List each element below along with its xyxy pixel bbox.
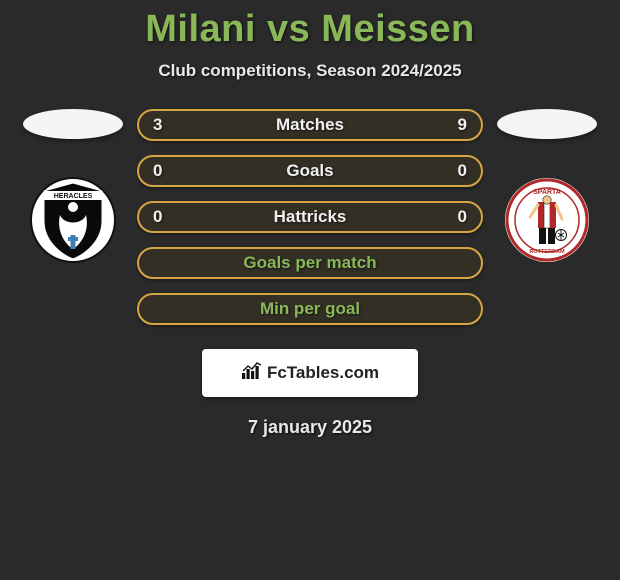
stat-row: 3Matches9: [137, 109, 483, 141]
right-team-column: SPARTA ROTTERDAM: [495, 109, 599, 263]
stat-label: Goals: [181, 161, 439, 181]
stat-right-value: 0: [439, 207, 467, 227]
stat-label: Min per goal: [260, 299, 360, 319]
stat-left-value: 0: [153, 161, 181, 181]
main-row: HERACLES 3Matches90Goals00Hattricks0Goal…: [0, 109, 620, 325]
svg-text:ROTTERDAM: ROTTERDAM: [529, 249, 565, 255]
stat-row: Goals per match: [137, 247, 483, 279]
stat-row: 0Hattricks0: [137, 201, 483, 233]
stat-left-value: 0: [153, 207, 181, 227]
stat-right-value: 0: [439, 161, 467, 181]
stat-right-value: 9: [439, 115, 467, 135]
date-label: 7 january 2025: [0, 417, 620, 438]
stat-label: Goals per match: [243, 253, 376, 273]
stat-row: 0Goals0: [137, 155, 483, 187]
left-player-photo-placeholder: [23, 109, 123, 139]
stat-left-value: 3: [153, 115, 181, 135]
stat-label: Matches: [181, 115, 439, 135]
svg-text:SPARTA: SPARTA: [533, 189, 561, 196]
subtitle: Club competitions, Season 2024/2025: [0, 61, 620, 81]
stats-column: 3Matches90Goals00Hattricks0Goals per mat…: [137, 109, 483, 325]
right-player-photo-placeholder: [497, 109, 597, 139]
stat-row: Min per goal: [137, 293, 483, 325]
comparison-card: Milani vs Meissen Club competitions, Sea…: [0, 0, 620, 438]
left-team-column: HERACLES: [21, 109, 125, 263]
brand-logo-box[interactable]: FcTables.com: [202, 349, 418, 397]
right-team-badge: SPARTA ROTTERDAM: [504, 177, 590, 263]
stat-label: Hattricks: [181, 207, 439, 227]
brand-text: FcTables.com: [267, 363, 379, 383]
svg-text:HERACLES: HERACLES: [54, 193, 93, 200]
chart-icon: [241, 362, 263, 385]
left-team-badge: HERACLES: [30, 177, 116, 263]
page-title: Milani vs Meissen: [0, 8, 620, 51]
